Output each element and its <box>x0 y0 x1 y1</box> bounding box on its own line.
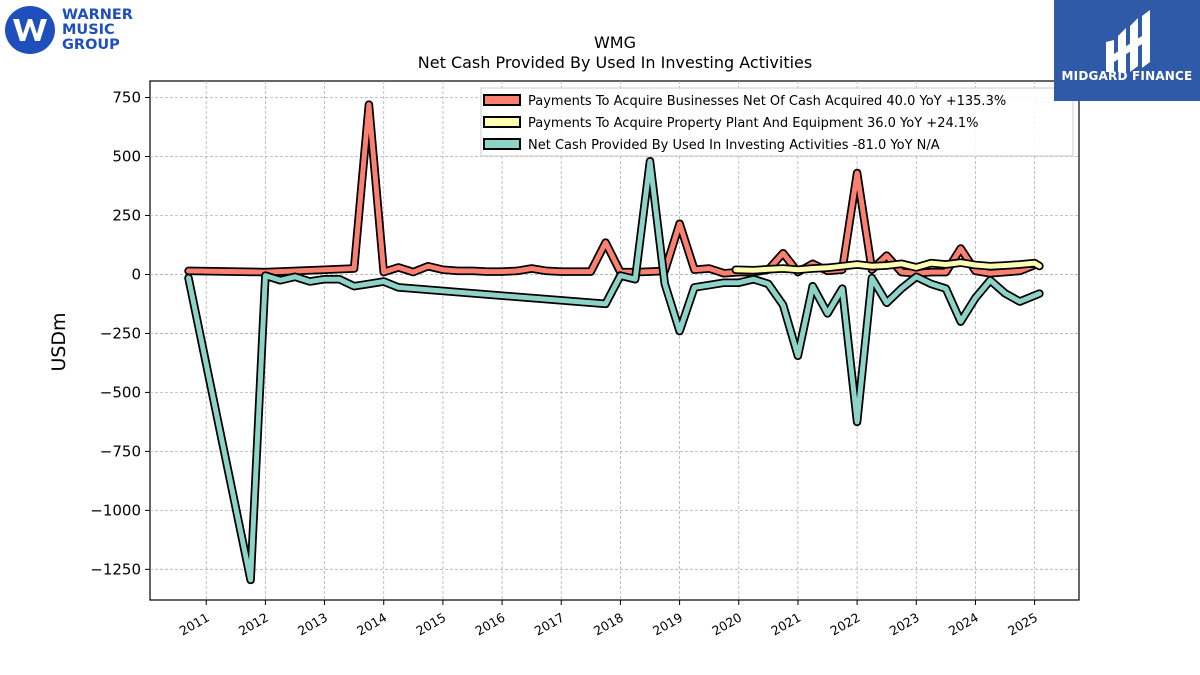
x-tick-label: 2022 <box>828 610 863 639</box>
chart-subtitle: Net Cash Provided By Used In Investing A… <box>418 53 812 72</box>
y-axis-label: USDm <box>48 312 70 371</box>
chart-title: WMG <box>594 33 636 52</box>
x-tick-label: 2025 <box>1005 610 1040 639</box>
series-2-line <box>733 260 1042 273</box>
series-lines <box>184 100 1044 585</box>
legend: Payments To Acquire Businesses Net Of Ca… <box>480 87 1074 157</box>
x-tick-label: 2019 <box>650 610 685 639</box>
legend-box <box>480 87 1074 157</box>
y-tick-label: −500 <box>100 383 141 401</box>
legend-entry: Net Cash Provided By Used In Investing A… <box>528 138 940 153</box>
midgard-finance-logo: MIDGARD FINANCE <box>1054 0 1200 101</box>
x-tick-label: 2023 <box>887 610 922 639</box>
x-tick-label: 2018 <box>591 610 626 639</box>
x-tick-label: 2012 <box>236 610 271 639</box>
plot-area <box>149 80 1080 601</box>
x-tick-label: 2013 <box>295 610 330 639</box>
x-tick-label: 2016 <box>473 610 508 639</box>
y-tick-label: 0 <box>131 265 141 283</box>
series-3-line <box>186 158 1042 583</box>
y-axis: 750 500 250 0 −250 −500 −750 −1000 −1250 <box>90 89 150 578</box>
x-axis: 2011 2012 2013 2014 2015 2016 2017 2018 2019 2020… <box>177 600 1040 639</box>
wmg-logo-line2: MUSIC <box>62 22 115 38</box>
x-tick-label: 2011 <box>177 610 212 639</box>
grid-lines <box>150 81 1079 600</box>
series-2 <box>731 258 1044 275</box>
wmg-emblem-icon <box>5 6 55 54</box>
midgard-emblem-icon <box>1106 10 1150 72</box>
y-tick-label: −250 <box>100 324 141 342</box>
y-tick-label: −1000 <box>90 501 141 519</box>
legend-entry: Payments To Acquire Property Plant And E… <box>528 116 979 131</box>
series-1-line <box>186 102 1038 276</box>
wmg-logo-line3: GROUP <box>62 37 120 53</box>
legend-swatch <box>483 94 521 106</box>
y-tick-label: 500 <box>112 147 141 165</box>
x-tick-label: 2017 <box>532 610 567 639</box>
x-tick-label: 2015 <box>413 610 448 639</box>
series-3 <box>184 156 1044 585</box>
y-tick-label: 750 <box>112 89 141 107</box>
x-tick-label: 2020 <box>709 610 744 639</box>
warner-music-group-logo: WARNER MUSIC GROUP <box>4 4 144 56</box>
series-1 <box>184 100 1039 278</box>
y-tick-label: −1250 <box>90 560 141 578</box>
x-tick-label: 2014 <box>354 610 389 639</box>
y-tick-label: 250 <box>112 206 141 224</box>
wmg-logo-line1: WARNER <box>62 7 133 23</box>
x-tick-label: 2024 <box>946 610 981 639</box>
legend-swatch <box>483 116 521 128</box>
legend-swatch <box>483 138 521 150</box>
x-tick-label: 2021 <box>768 610 803 639</box>
legend-entry: Payments To Acquire Businesses Net Of Ca… <box>528 94 1006 109</box>
midgard-finance-text: MIDGARD FINANCE <box>1061 69 1193 83</box>
y-tick-label: −750 <box>100 442 141 460</box>
